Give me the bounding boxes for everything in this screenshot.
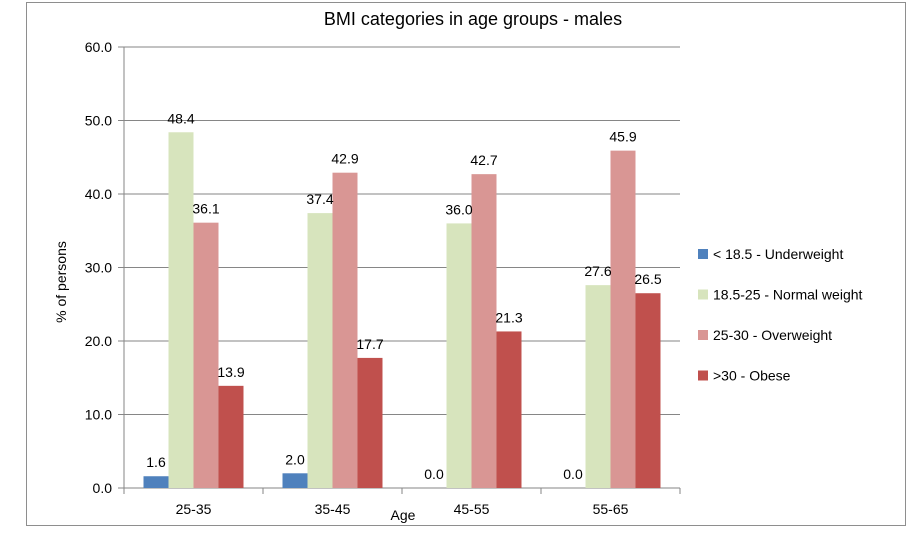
- y-tick-label: 10.0: [85, 407, 112, 423]
- legend-entry: 18.5-25 - Normal weight: [713, 287, 863, 303]
- y-tick-label: 40.0: [85, 186, 112, 202]
- bar: [357, 357, 383, 488]
- legend: < 18.5 - Underweight 18.5-25 - Normal wei…: [698, 246, 863, 384]
- legend-entry: 25-30 - Overweight: [713, 327, 832, 343]
- bar: [635, 293, 661, 488]
- bars: [143, 132, 661, 489]
- data-label: 0.0: [563, 466, 583, 482]
- bar: [282, 473, 308, 488]
- data-label: 1.6: [146, 454, 166, 470]
- data-label: 42.7: [470, 152, 497, 168]
- data-label: 13.9: [217, 364, 244, 380]
- chart-frame: [26, 2, 906, 526]
- bar: [193, 222, 219, 489]
- y-tick-label: 50.0: [85, 113, 112, 129]
- x-tick-label: 25-35: [176, 501, 212, 517]
- data-label: 0.0: [424, 466, 444, 482]
- bar: [218, 385, 244, 488]
- legend-entry: < 18.5 - Underweight: [713, 246, 843, 262]
- y-tick-label: 30.0: [85, 260, 112, 276]
- legend-swatch: [698, 370, 708, 381]
- data-label: 42.9: [331, 151, 358, 167]
- bar: [496, 331, 522, 488]
- data-label: 36.1: [192, 201, 219, 217]
- x-tick-label: 55-65: [593, 501, 629, 517]
- x-tick-label: 35-45: [315, 501, 351, 517]
- data-label: 45.9: [609, 129, 636, 145]
- bar: [332, 172, 358, 488]
- data-label: 2.0: [285, 451, 305, 467]
- chart-title: BMI categories in age groups - males: [324, 9, 622, 29]
- bar: [143, 476, 169, 488]
- x-axis-label: Age: [391, 507, 416, 523]
- data-label: 26.5: [634, 271, 661, 287]
- y-tick-label: 0.0: [93, 480, 113, 496]
- data-label: 37.4: [306, 191, 333, 207]
- data-label: 27.6: [584, 263, 611, 279]
- bar: [168, 132, 194, 488]
- legend-swatch: [698, 289, 708, 300]
- legend-entry: >30 - Obese: [713, 368, 791, 384]
- legend-swatch: [698, 249, 708, 259]
- legend-swatch: [698, 330, 708, 340]
- bar: [307, 213, 333, 489]
- bar: [585, 285, 611, 488]
- bar: [446, 223, 472, 488]
- y-axis-label: % of persons: [53, 241, 69, 323]
- x-tick-label: 45-55: [454, 501, 490, 517]
- bar: [610, 150, 636, 488]
- data-label: 21.3: [495, 309, 522, 325]
- data-label: 36.0: [445, 201, 472, 217]
- y-tick-label: 20.0: [85, 333, 112, 349]
- bar: [471, 174, 497, 488]
- data-label: 17.7: [356, 336, 383, 352]
- y-tick-label: 60.0: [85, 39, 112, 55]
- axes: 0.0 10.0 20.0 30.0 40.0 50.0 60.0 25-35 35-45 45-…: [85, 39, 681, 517]
- data-labels: 1.6 48.4 36.1 13.9 2.0 37.4 42.9 17.7 0.0 36.0 42.…: [146, 110, 662, 482]
- data-label: 48.4: [167, 110, 194, 126]
